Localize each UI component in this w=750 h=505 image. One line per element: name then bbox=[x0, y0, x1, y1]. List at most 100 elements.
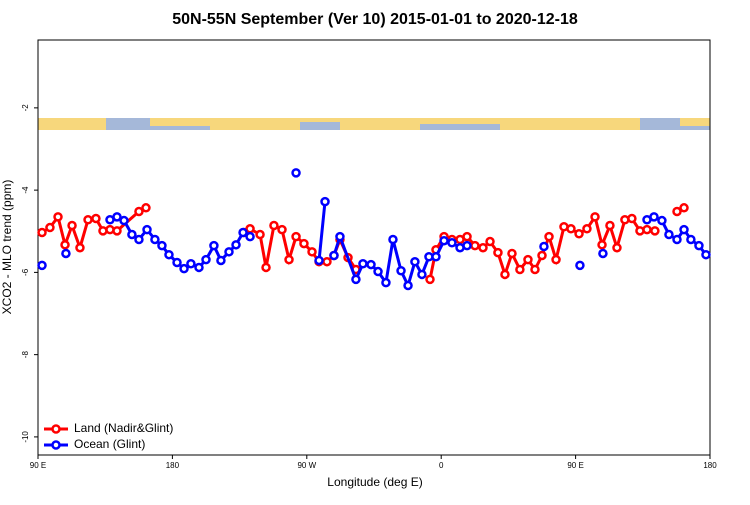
point bbox=[164, 249, 174, 260]
point bbox=[649, 212, 659, 222]
point bbox=[500, 269, 510, 280]
legend-marker bbox=[51, 440, 61, 450]
point bbox=[53, 212, 63, 222]
point bbox=[75, 242, 85, 253]
point bbox=[112, 226, 122, 236]
point bbox=[544, 231, 554, 242]
point bbox=[642, 224, 652, 235]
point bbox=[507, 248, 517, 259]
point bbox=[61, 248, 71, 259]
point bbox=[388, 234, 398, 245]
point bbox=[351, 274, 361, 285]
strip-ocean bbox=[680, 126, 710, 130]
point bbox=[566, 224, 576, 234]
point bbox=[291, 231, 301, 242]
point bbox=[150, 234, 160, 245]
strip-ocean bbox=[640, 118, 680, 130]
point bbox=[650, 226, 660, 236]
point bbox=[186, 258, 196, 269]
point bbox=[679, 203, 689, 213]
point bbox=[83, 214, 93, 225]
point bbox=[245, 231, 255, 242]
point bbox=[539, 241, 549, 252]
point bbox=[478, 242, 488, 253]
point bbox=[255, 229, 265, 240]
point bbox=[403, 280, 413, 291]
strip-ocean bbox=[420, 124, 500, 130]
point bbox=[291, 168, 301, 178]
plot-frame bbox=[37, 39, 711, 456]
point bbox=[597, 240, 607, 250]
point bbox=[366, 259, 376, 270]
x-tick-label: 90 E bbox=[30, 461, 46, 470]
point bbox=[657, 215, 667, 226]
point bbox=[141, 203, 151, 213]
point bbox=[201, 254, 211, 265]
point bbox=[284, 254, 294, 265]
point bbox=[627, 213, 637, 224]
point bbox=[307, 247, 317, 257]
point bbox=[322, 256, 332, 267]
point bbox=[530, 264, 540, 275]
point bbox=[575, 260, 585, 271]
point bbox=[590, 212, 600, 222]
point bbox=[447, 238, 457, 248]
point bbox=[679, 224, 689, 235]
point bbox=[231, 240, 241, 250]
point bbox=[335, 231, 345, 242]
point bbox=[112, 212, 122, 222]
point bbox=[142, 224, 152, 235]
point bbox=[672, 234, 682, 245]
point bbox=[582, 224, 592, 234]
point bbox=[574, 228, 584, 239]
strip-ocean bbox=[106, 118, 150, 130]
point bbox=[320, 196, 330, 207]
point bbox=[373, 266, 383, 277]
point bbox=[515, 264, 525, 275]
point bbox=[134, 206, 144, 217]
point bbox=[134, 234, 144, 245]
x-axis-label: Longitude (deg E) bbox=[327, 475, 422, 489]
point bbox=[269, 220, 279, 231]
chart-title: 50N-55N September (Ver 10) 2015-01-01 to… bbox=[172, 11, 578, 28]
y-axis-label: XCO2 - MLO trend (ppm) bbox=[0, 180, 14, 315]
point bbox=[462, 240, 472, 251]
x-tick-label: 90 E bbox=[567, 461, 583, 470]
point bbox=[431, 252, 441, 262]
point bbox=[694, 240, 704, 251]
point bbox=[37, 260, 47, 271]
y-tick-label: -8 bbox=[21, 351, 30, 359]
point bbox=[172, 257, 182, 268]
x-tick-label: 90 W bbox=[297, 461, 316, 470]
point bbox=[209, 240, 219, 251]
land-ocean-strip bbox=[38, 118, 710, 130]
y-tick-label: -4 bbox=[21, 186, 30, 194]
point bbox=[425, 274, 435, 285]
point bbox=[194, 262, 204, 273]
point bbox=[45, 222, 55, 233]
point bbox=[238, 227, 248, 238]
x-tick-label: 180 bbox=[703, 461, 717, 470]
point bbox=[60, 240, 70, 250]
strip-ocean bbox=[300, 122, 340, 130]
point bbox=[299, 238, 309, 249]
point bbox=[224, 247, 234, 257]
point bbox=[605, 220, 615, 231]
point bbox=[381, 277, 391, 288]
point bbox=[314, 255, 324, 266]
x-tick-label: 180 bbox=[166, 461, 180, 470]
point bbox=[417, 269, 427, 280]
point bbox=[37, 227, 47, 238]
legend-label: Ocean (Glint) bbox=[74, 437, 145, 451]
point bbox=[686, 234, 696, 245]
strip-ocean bbox=[150, 126, 210, 130]
point bbox=[701, 249, 711, 260]
point bbox=[91, 213, 101, 224]
point bbox=[127, 229, 137, 240]
point bbox=[672, 206, 682, 217]
point bbox=[157, 240, 167, 251]
point bbox=[439, 235, 449, 246]
point bbox=[358, 258, 368, 269]
point bbox=[261, 262, 271, 273]
